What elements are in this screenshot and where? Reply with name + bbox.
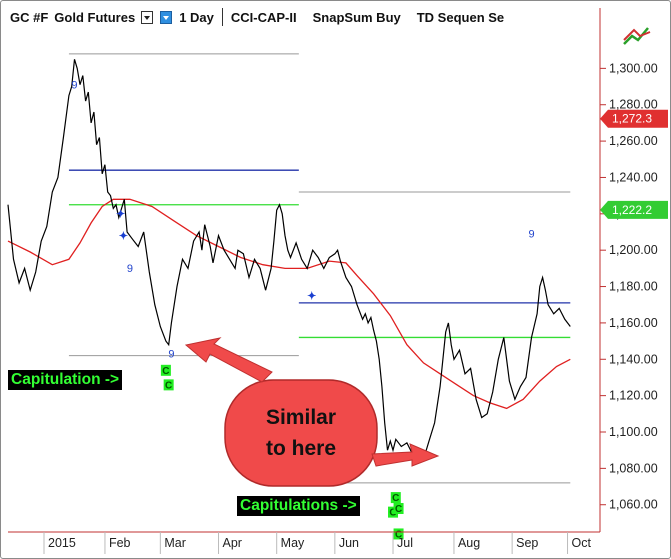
callout-bubble: Similar to here (224, 379, 378, 487)
top-right-chart-icon[interactable] (623, 27, 651, 45)
x-tick-label-1: Feb (109, 536, 131, 550)
y-tick-label-12: 1,300.00 (609, 61, 658, 75)
buy-marker-0: ✦ (116, 208, 125, 220)
instrument-name: Gold Futures (54, 9, 136, 25)
y-tick-label-7: 1,200.00 (609, 243, 658, 257)
capitulation-c-tag-0: C (160, 364, 171, 377)
callout-shape (224, 379, 378, 487)
x-tick-label-0: 2015 (48, 536, 76, 550)
callout-line-1: Similar (266, 406, 336, 429)
buy-marker-2: ✦ (307, 290, 316, 302)
toolbar-divider (221, 8, 223, 26)
buy-marker-1: ✦ (119, 230, 128, 242)
svg-text:1,222.2: 1,222.2 (612, 203, 652, 217)
interval-label[interactable]: 1 Day (179, 9, 214, 25)
last-price-tag: 1,272.3 (600, 109, 668, 128)
capitulation-c-tag-5: C (393, 528, 404, 540)
x-tick-label-9: Oct (572, 536, 592, 550)
svg-text:C: C (392, 493, 399, 504)
capitulation-c-tag-3: C (390, 492, 401, 504)
symbol-dropdown[interactable] (141, 10, 154, 24)
capitulation-c-tag-1: C (163, 379, 174, 391)
study-snapsum[interactable]: SnapSum Buy (312, 9, 401, 25)
annotations: Similar to here (184, 27, 651, 487)
x-tick-label-4: May (281, 536, 305, 550)
td-nine-mark-3: 9 (528, 228, 534, 240)
x-tick-label-3: Apr (223, 536, 242, 550)
y-tick-label-5: 1,160.00 (609, 316, 658, 330)
y-tick-label-3: 1,120.00 (609, 389, 658, 403)
symbol-label[interactable]: GC #F (10, 9, 49, 25)
y-tick-label-6: 1,180.00 (609, 280, 658, 294)
y-tick-label-4: 1,140.00 (609, 352, 658, 366)
chart-toolbar: GC #F Gold Futures 1 Day CCI-CAP-II Snap… (10, 6, 510, 28)
y-tick-label-2: 1,100.00 (609, 425, 658, 439)
td-nine-mark-2: 9 (168, 348, 174, 360)
y-tick-label-11: 1,280.00 (609, 98, 658, 112)
svg-text:1,272.3: 1,272.3 (612, 112, 652, 126)
x-tick-label-8: Sep (516, 536, 538, 550)
x-tick-label-5: Jun (339, 536, 359, 550)
svg-text:C: C (389, 508, 396, 519)
td-nine-mark-0: 9 (71, 79, 77, 91)
y-tick-label-10: 1,260.00 (609, 134, 658, 148)
study-td-sequential[interactable]: TD Sequen Se (416, 9, 505, 25)
x-tick-label-7: Aug (458, 536, 480, 550)
capitulations-label: Capitulations -> (237, 496, 360, 516)
td-nine-mark-1: 9 (127, 263, 133, 275)
study-cci-cap[interactable]: CCI-CAP-II (230, 9, 297, 25)
capitulation-label: Capitulation -> (8, 370, 123, 390)
callout-arrow-lower (371, 443, 440, 467)
callout-line-2: to here (266, 437, 336, 460)
interval-dropdown[interactable] (160, 10, 173, 24)
svg-text:C: C (165, 380, 172, 391)
axes: 1,060.00 1,080.00 1,100.00 1,120.00 1,140.00… (8, 8, 668, 554)
ma-price-tag: 1,222.2 (600, 200, 668, 219)
capitulation-c-tag-2: C (388, 506, 399, 519)
x-tick-label-2: Mar (164, 536, 186, 550)
price-line (7, 59, 571, 461)
svg-text:C: C (162, 366, 169, 377)
svg-text:C: C (395, 529, 402, 540)
svg-text:C: C (395, 504, 402, 515)
y-tick-label-9: 1,240.00 (609, 170, 658, 184)
capitulation-c-tag-4: C (393, 503, 404, 515)
y-tick-label-0: 1,060.00 (609, 498, 658, 512)
y-tick-label-1: 1,080.00 (609, 461, 658, 475)
x-tick-label-6: Jul (397, 536, 413, 550)
callout-arrow-upper (184, 337, 273, 383)
